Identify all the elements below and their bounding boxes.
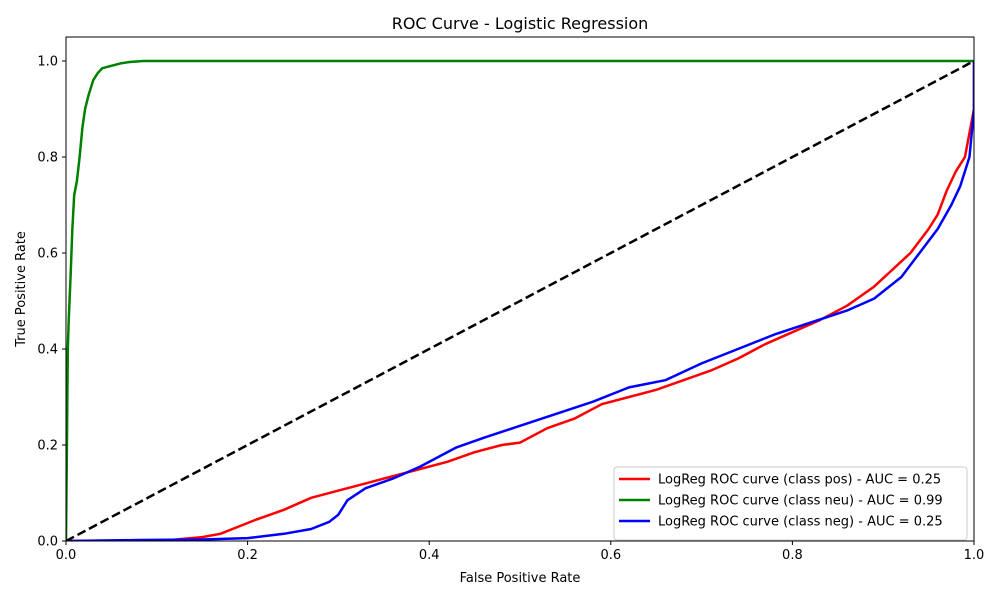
- plot-area: [66, 59, 974, 541]
- y-tick-label: 0.8: [37, 151, 58, 166]
- axes-frame: [65, 36, 975, 542]
- x-tick-label: 0.8: [782, 548, 803, 563]
- legend-box: [613, 466, 968, 541]
- y-tick-label: 0.6: [37, 247, 58, 262]
- roc-line-series-0: [66, 61, 974, 541]
- roc-line-series-1: [66, 59, 974, 541]
- y-tick-label: 1.0: [37, 55, 58, 70]
- y-axis-label: True Positive Rate: [14, 231, 29, 348]
- roc-line-series-2: [66, 61, 974, 541]
- legend-entry-label: LogReg ROC curve (class neg) - AUC = 0.2…: [658, 515, 943, 530]
- x-tick-label: 0.0: [56, 548, 77, 563]
- y-tick-label: 0.0: [37, 535, 58, 550]
- legend-entry-label: LogReg ROC curve (class neu) - AUC = 0.9…: [658, 494, 943, 509]
- y-tick-label: 0.2: [37, 439, 58, 454]
- x-tick-label: 0.2: [237, 548, 258, 563]
- x-tick-label: 0.6: [600, 548, 621, 563]
- chance-diagonal-line: [66, 59, 974, 541]
- series-group: [66, 59, 974, 541]
- x-axis-label: False Positive Rate: [460, 571, 581, 586]
- legend-entry-label: LogReg ROC curve (class pos) - AUC = 0.2…: [658, 473, 941, 488]
- x-tick-label: 0.4: [419, 548, 440, 563]
- y-tick-label: 0.4: [37, 343, 58, 358]
- x-tick-label: 1.0: [964, 548, 985, 563]
- axes: 0.0 0.2 0.4 0.6 0.8 1.0 0.0 0.2 0.4 0.6 0.8 1.0: [37, 36, 985, 563]
- chart-title: ROC Curve - Logistic Regression: [392, 14, 649, 33]
- legend: LogReg ROC curve (class pos) - AUC = 0.2…: [613, 466, 968, 541]
